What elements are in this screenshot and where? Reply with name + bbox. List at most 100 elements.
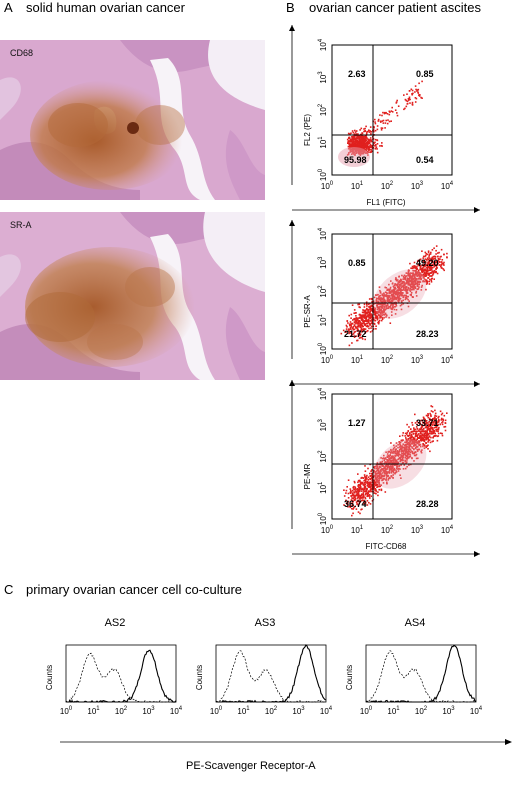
event-dot — [350, 326, 353, 328]
event-dot — [425, 435, 428, 438]
event-dot — [395, 448, 397, 450]
event-dot — [436, 264, 438, 266]
event-dot — [356, 322, 358, 324]
event-dot — [397, 458, 399, 461]
event-dot — [373, 308, 375, 311]
event-dot — [369, 317, 371, 320]
event-dot — [363, 136, 365, 138]
event-dot — [359, 325, 361, 327]
event-dot — [350, 317, 352, 319]
event-dot — [399, 450, 401, 453]
event-dot — [368, 129, 370, 131]
event-dot — [346, 138, 349, 141]
event-dot — [374, 148, 377, 150]
event-dot — [435, 265, 438, 267]
event-dot — [411, 101, 414, 104]
histogram-x-tick-label: 100 — [60, 706, 73, 716]
event-dot — [364, 470, 367, 472]
event-dot — [407, 298, 409, 301]
event-dot — [408, 99, 410, 101]
event-dot — [369, 319, 371, 322]
event-dot — [359, 129, 361, 131]
event-dot — [398, 465, 401, 467]
event-dot — [394, 296, 397, 299]
event-dot — [369, 314, 371, 317]
event-dot — [425, 279, 427, 282]
event-dot — [381, 468, 384, 471]
quadrant-ur-value: 0.85 — [416, 69, 434, 79]
event-dot — [390, 475, 392, 477]
event-dot — [357, 133, 359, 135]
event-dot — [374, 122, 377, 125]
event-dot — [439, 432, 442, 434]
event-dot — [392, 457, 395, 460]
event-dot — [407, 457, 409, 460]
event-dot — [425, 420, 427, 422]
event-dot — [406, 456, 409, 458]
event-dot — [379, 292, 382, 294]
event-dot — [355, 312, 357, 314]
event-dot — [393, 456, 396, 459]
event-dot — [430, 269, 432, 271]
event-dot — [405, 457, 408, 460]
quadrant-ur-value: 49.20 — [416, 258, 439, 268]
event-dot — [416, 442, 419, 445]
event-dot — [410, 88, 413, 91]
event-dot — [426, 435, 428, 437]
event-dot — [376, 143, 379, 145]
event-dot — [421, 419, 423, 422]
event-dot — [350, 328, 352, 330]
event-dot — [412, 92, 414, 95]
event-dot — [397, 282, 399, 285]
event-dot — [407, 305, 410, 308]
event-dot — [354, 498, 357, 500]
event-dot — [424, 254, 427, 257]
event-dot — [431, 440, 434, 443]
event-dot — [412, 275, 415, 277]
event-dot — [425, 261, 427, 263]
event-dot — [435, 434, 437, 437]
event-dot — [399, 442, 401, 445]
event-dot — [432, 436, 434, 439]
event-dot — [431, 433, 433, 435]
event-dot — [386, 314, 388, 317]
event-dot — [394, 455, 397, 457]
event-dot — [359, 141, 361, 144]
event-dot — [422, 444, 425, 446]
event-dot — [387, 475, 390, 477]
histogram-x-tick-label: 101 — [87, 706, 100, 716]
event-dot — [355, 320, 358, 323]
event-dot — [431, 264, 434, 266]
event-dot — [381, 307, 383, 309]
event-dot — [403, 449, 406, 452]
event-dot — [360, 138, 362, 141]
event-dot — [397, 289, 399, 291]
event-dot — [353, 144, 355, 146]
event-dot — [380, 488, 382, 491]
event-dot — [373, 486, 375, 488]
event-dot — [350, 145, 353, 147]
event-dot — [370, 325, 373, 328]
histogram-frame — [215, 644, 327, 703]
event-dot — [430, 268, 433, 271]
event-dot — [414, 444, 416, 446]
event-dot — [417, 92, 420, 94]
event-dot — [350, 140, 352, 143]
event-dot — [401, 457, 404, 460]
event-dot — [397, 287, 400, 289]
quadrant-lr-value: 28.23 — [416, 329, 439, 339]
event-dot — [369, 478, 371, 480]
event-dot — [357, 494, 359, 497]
event-dot — [363, 138, 366, 141]
event-dot — [440, 255, 442, 258]
event-dot — [365, 317, 367, 319]
event-dot — [440, 263, 443, 266]
event-dot — [364, 465, 366, 467]
event-dot — [371, 483, 373, 486]
event-dot — [401, 445, 403, 447]
event-dot — [348, 145, 351, 147]
event-dot — [360, 497, 362, 499]
event-dot — [388, 471, 390, 473]
event-dot — [436, 430, 438, 432]
event-dot — [365, 141, 367, 144]
